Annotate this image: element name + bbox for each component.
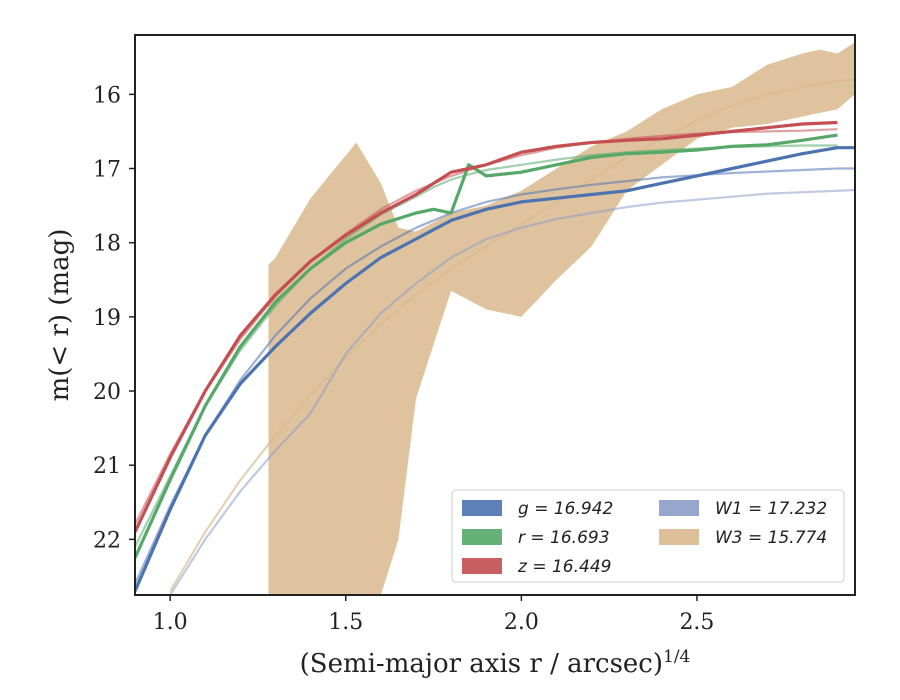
model-line-z bbox=[135, 128, 838, 525]
x-tick-label: 1.0 bbox=[153, 610, 188, 635]
x-tick-label: 2.0 bbox=[504, 610, 539, 635]
y-tick-label: 17 bbox=[93, 158, 121, 183]
legend-label-w1: W1 = 17.232 bbox=[715, 499, 827, 519]
x-axis-label-superscript: 1/4 bbox=[663, 647, 690, 667]
legend-swatch-w3 bbox=[659, 529, 699, 545]
series-line-z bbox=[135, 120, 838, 533]
x-tick-label: 2.5 bbox=[679, 610, 714, 635]
model-line-w3 bbox=[169, 78, 855, 592]
model-line-w1 bbox=[169, 188, 855, 595]
x-tick-label: 1.5 bbox=[328, 610, 363, 635]
y-tick-label: 19 bbox=[93, 306, 121, 331]
y-tick-label: 21 bbox=[93, 454, 121, 479]
legend-label-r: r = 16.693 bbox=[518, 528, 610, 548]
band-w3 bbox=[268, 42, 855, 595]
y-tick-label: 22 bbox=[93, 528, 121, 553]
legend-swatch-w1 bbox=[659, 500, 699, 516]
model-line-g bbox=[135, 167, 855, 585]
y-tick-label: 18 bbox=[93, 232, 121, 257]
legend-frame bbox=[451, 489, 845, 583]
x-axis: 1.0 1.5 2.0 2.5 bbox=[153, 595, 714, 635]
legend: g = 16.942 r = 16.693 z = 16.449 W1 = 17.23… bbox=[451, 489, 845, 583]
legend-label-g: g = 16.942 bbox=[518, 499, 613, 519]
x-axis-label: (Semi-major axis r / arcsec)1/4 bbox=[300, 647, 691, 679]
y-axis: 16 17 18 19 20 21 22 bbox=[93, 83, 135, 553]
y-tick-label: 20 bbox=[93, 380, 121, 405]
legend-label-z: z = 16.449 bbox=[517, 557, 611, 577]
legend-swatch-r bbox=[462, 529, 502, 545]
legend-swatch-z bbox=[462, 558, 502, 574]
y-axis-label: m(< r) (mag) bbox=[45, 229, 75, 402]
plot-area bbox=[135, 42, 855, 595]
legend-label-w3: W3 = 15.774 bbox=[715, 528, 827, 548]
series-line-g bbox=[135, 146, 855, 592]
y-tick-label: 16 bbox=[93, 83, 121, 108]
plot-frame bbox=[134, 34, 856, 596]
legend-swatch-g bbox=[462, 500, 502, 516]
series-line-r bbox=[135, 133, 838, 559]
